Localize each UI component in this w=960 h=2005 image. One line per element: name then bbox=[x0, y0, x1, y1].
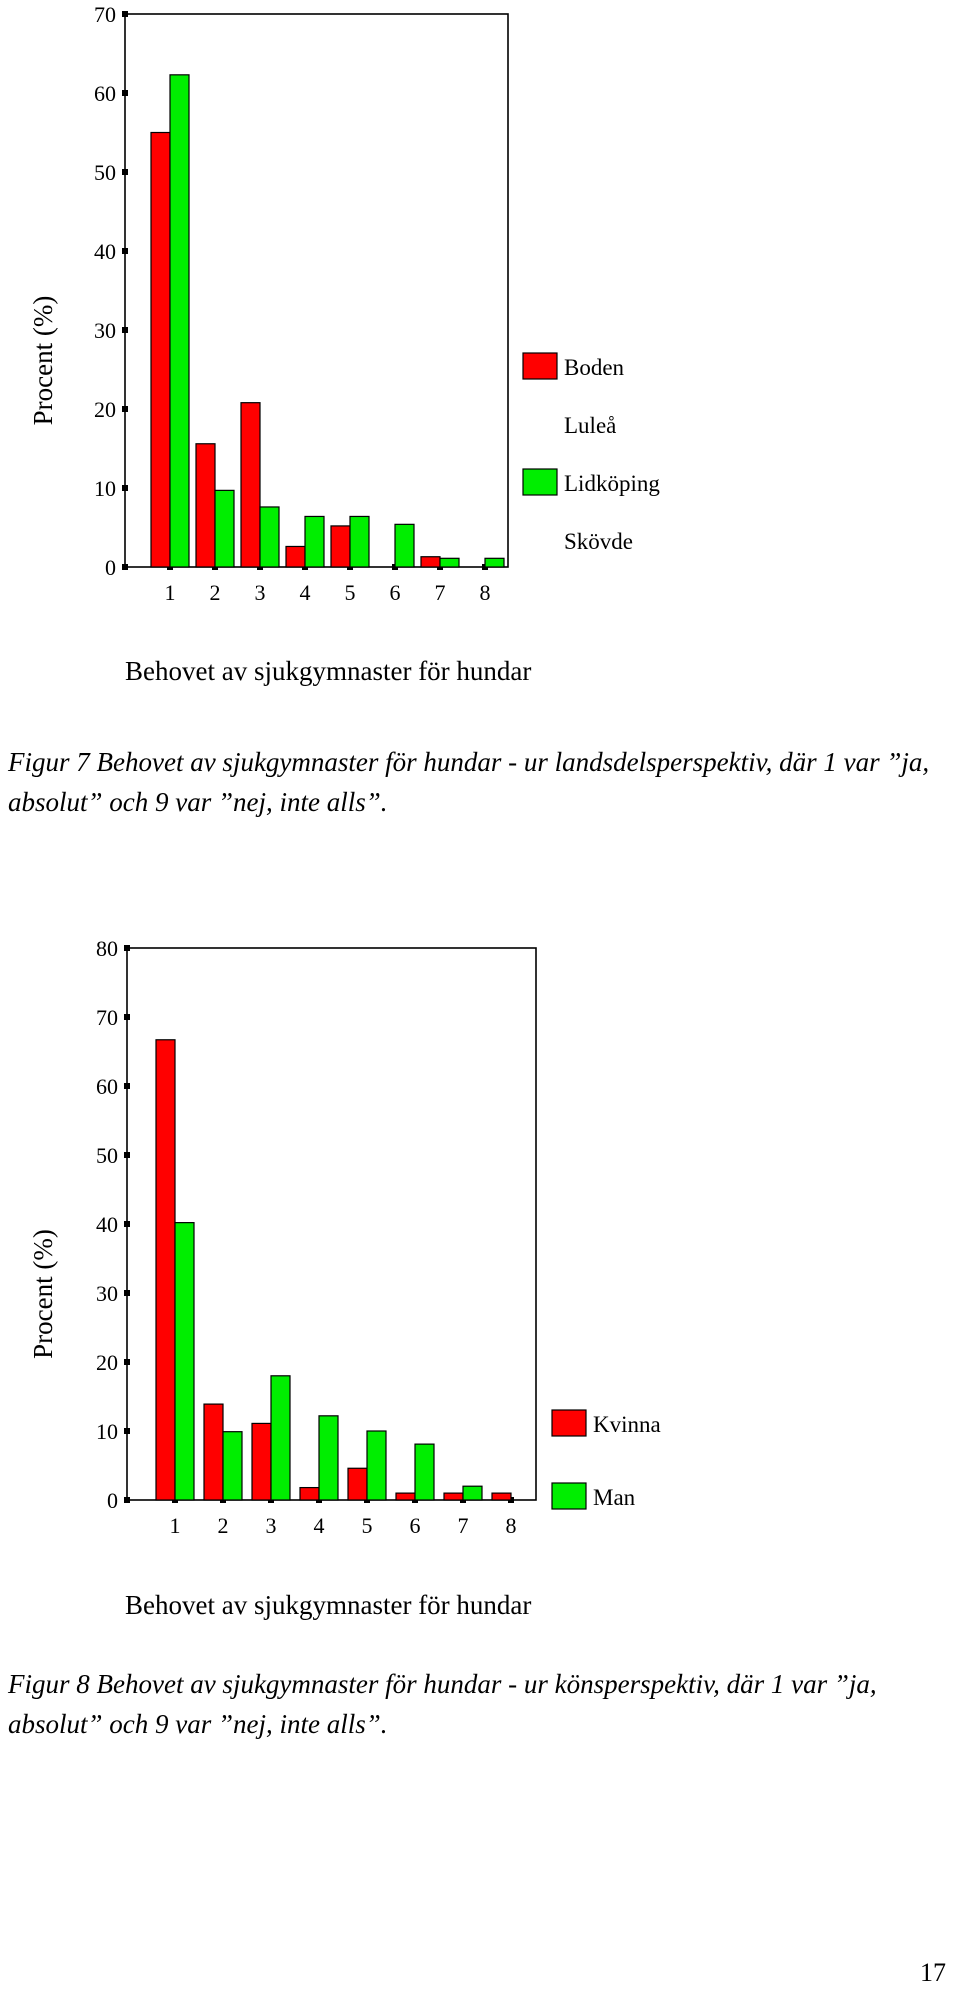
y-tick-mark bbox=[122, 90, 128, 96]
x-axis-label: Behovet av sjukgymnaster för hundar bbox=[125, 1590, 531, 1620]
bar-kvinna-4 bbox=[299, 1486, 320, 1501]
legend-swatch-kvinna bbox=[551, 1409, 587, 1437]
y-tick-label: 70 bbox=[96, 1005, 118, 1030]
y-tick-mark bbox=[122, 485, 128, 491]
bar-lidköping-4 bbox=[304, 515, 325, 568]
bar-lidköping-8 bbox=[484, 557, 505, 568]
x-tick-label: 2 bbox=[210, 580, 221, 605]
y-tick-label: 70 bbox=[94, 2, 116, 27]
y-tick-label: 40 bbox=[96, 1212, 118, 1237]
chart-figure-7: 0 10 20 30 40 50 60 70 1 2 3 4 5 6 7 8 Procent (%) Behove… bbox=[28, 2, 660, 686]
x-tick-label: 3 bbox=[255, 580, 266, 605]
y-tick-mark bbox=[122, 406, 128, 412]
figure-8-caption: Figur 8 Behovet av sjukgymnaster för hun… bbox=[8, 1669, 877, 1739]
y-tick-mark bbox=[124, 945, 130, 951]
x-tick-label: 7 bbox=[435, 580, 446, 605]
bar-lidköping-2 bbox=[214, 489, 235, 568]
x-tick-label: 3 bbox=[266, 1513, 277, 1538]
x-tick-label: 5 bbox=[362, 1513, 373, 1538]
y-tick-mark bbox=[124, 1497, 130, 1503]
legend-label-skövde: Skövde bbox=[564, 529, 633, 554]
x-tick-label: 6 bbox=[390, 580, 401, 605]
y-tick-mark bbox=[124, 1152, 130, 1158]
bar-man-5 bbox=[366, 1430, 387, 1501]
x-tick-label: 1 bbox=[165, 580, 176, 605]
bar-kvinna-5 bbox=[347, 1467, 368, 1501]
y-tick-label: 0 bbox=[105, 555, 116, 580]
y-tick-mark bbox=[122, 11, 128, 17]
legend-label-kvinna: Kvinna bbox=[593, 1412, 661, 1437]
bar-boden-7 bbox=[420, 556, 441, 568]
y-tick-label: 20 bbox=[94, 397, 116, 422]
bar-boden-3 bbox=[240, 402, 261, 568]
chart-figure-8: 0 10 20 30 40 50 60 70 80 1 2 3 4 5 6 7 8 Procent (%) Beho… bbox=[28, 936, 661, 1620]
x-tick-label: 8 bbox=[506, 1513, 517, 1538]
y-tick-label: 80 bbox=[96, 936, 118, 961]
bar-boden-4 bbox=[285, 545, 306, 568]
y-tick-label: 20 bbox=[96, 1350, 118, 1375]
x-tick-label: 5 bbox=[345, 580, 356, 605]
y-tick-label: 40 bbox=[94, 239, 116, 264]
x-tick-label: 4 bbox=[314, 1513, 325, 1538]
y-tick-mark bbox=[122, 327, 128, 333]
bar-kvinna-2 bbox=[203, 1403, 224, 1501]
bar-kvinna-8 bbox=[491, 1492, 512, 1501]
y-tick-label: 60 bbox=[96, 1074, 118, 1099]
bar-lidköping-1 bbox=[169, 74, 190, 568]
legend-swatch-boden bbox=[522, 352, 558, 380]
bar-kvinna-6 bbox=[395, 1492, 416, 1501]
bar-man-2 bbox=[222, 1431, 243, 1501]
legend-label-man: Man bbox=[593, 1485, 636, 1510]
bar-kvinna-3 bbox=[251, 1422, 272, 1501]
bar-kvinna-1 bbox=[155, 1039, 176, 1501]
y-tick-mark bbox=[124, 1290, 130, 1296]
bar-man-1 bbox=[174, 1222, 195, 1501]
x-tick-label: 7 bbox=[458, 1513, 469, 1538]
x-tick-label: 1 bbox=[170, 1513, 181, 1538]
y-tick-mark bbox=[124, 1083, 130, 1089]
bar-man-7 bbox=[462, 1485, 483, 1501]
y-tick-mark bbox=[122, 248, 128, 254]
y-tick-label: 10 bbox=[94, 476, 116, 501]
bar-lidköping-7 bbox=[439, 557, 460, 568]
bar-lidköping-5 bbox=[349, 515, 370, 568]
y-tick-label: 10 bbox=[96, 1419, 118, 1444]
bar-boden-2 bbox=[195, 443, 216, 568]
legend-swatch-man bbox=[551, 1482, 587, 1510]
x-tick-label: 2 bbox=[218, 1513, 229, 1538]
bar-man-6 bbox=[414, 1443, 435, 1501]
y-tick-label: 0 bbox=[107, 1488, 118, 1513]
y-tick-label: 50 bbox=[96, 1143, 118, 1168]
legend-swatch-lidköping bbox=[522, 468, 558, 496]
page-number: 17 bbox=[920, 1958, 946, 1987]
y-tick-label: 60 bbox=[94, 81, 116, 106]
legend-label-lidköping: Lidköping bbox=[564, 471, 660, 496]
x-axis-label: Behovet av sjukgymnaster för hundar bbox=[125, 656, 531, 686]
bar-lidköping-6 bbox=[394, 523, 415, 568]
y-axis-label: Procent (%) bbox=[28, 296, 58, 426]
y-tick-mark bbox=[122, 169, 128, 175]
bar-kvinna-7 bbox=[443, 1492, 464, 1501]
legend-label-boden: Boden bbox=[564, 355, 625, 380]
y-tick-mark bbox=[124, 1014, 130, 1020]
bar-lidköping-3 bbox=[259, 506, 280, 568]
figure-7-caption: Figur 7 Behovet av sjukgymnaster för hun… bbox=[8, 747, 930, 817]
y-tick-mark bbox=[124, 1359, 130, 1365]
y-tick-label: 30 bbox=[94, 318, 116, 343]
bar-boden-1 bbox=[150, 131, 171, 568]
bar-boden-5 bbox=[330, 525, 351, 568]
bar-man-4 bbox=[318, 1415, 339, 1501]
y-tick-mark bbox=[122, 564, 128, 570]
y-tick-mark bbox=[124, 1221, 130, 1227]
y-axis-label: Procent (%) bbox=[28, 1229, 58, 1359]
x-tick-label: 6 bbox=[410, 1513, 421, 1538]
bar-man-3 bbox=[270, 1375, 291, 1501]
x-tick-label: 4 bbox=[300, 580, 311, 605]
y-tick-mark bbox=[124, 1428, 130, 1434]
x-tick-label: 8 bbox=[480, 580, 491, 605]
legend-label-luleå: Luleå bbox=[564, 413, 616, 438]
y-tick-label: 50 bbox=[94, 160, 116, 185]
y-tick-label: 30 bbox=[96, 1281, 118, 1306]
